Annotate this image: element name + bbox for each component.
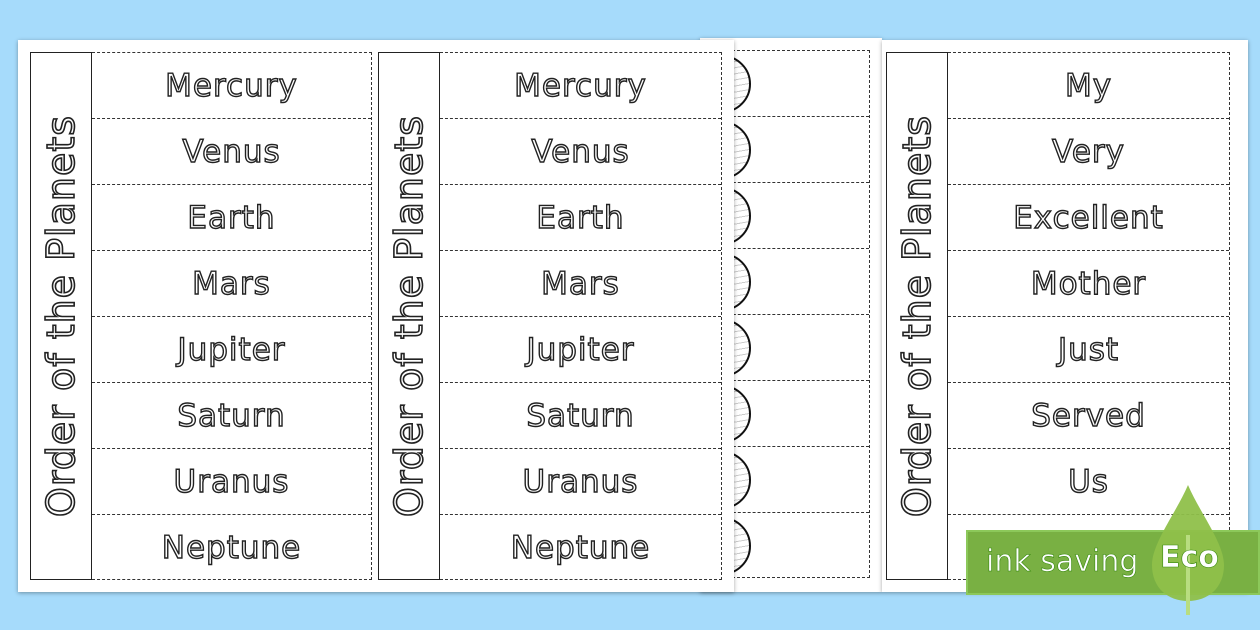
- eco-leaf-icon: [1152, 485, 1224, 615]
- mnemonic-cell: My: [948, 53, 1229, 119]
- title-strip: Order of the Planets: [378, 52, 440, 580]
- planet-cell: Venus: [440, 119, 721, 185]
- planet-picture: [723, 381, 869, 447]
- planet-cell: Jupiter: [440, 317, 721, 383]
- planet-cell: Uranus: [440, 449, 721, 515]
- planet-cell: Mars: [440, 251, 721, 317]
- planet-picture: [723, 315, 869, 381]
- planet-cell: Mars: [92, 251, 371, 317]
- planet-cell: Neptune: [510, 529, 651, 566]
- planet-cell: Earth: [92, 185, 371, 251]
- planet-picture: [723, 249, 869, 315]
- planet-picture: [723, 513, 869, 579]
- mnemonic-cell: Just: [948, 317, 1229, 383]
- planet-cell: Jupiter: [92, 317, 371, 383]
- planet-cell: Earth: [440, 185, 721, 251]
- planet-cell: Uranus: [92, 449, 371, 515]
- planet-picture: [723, 447, 869, 513]
- mnemonic-cells: My Very Excellent Mother Just Served Us: [948, 52, 1230, 580]
- planet-cells: Mercury Venus Earth Mars Jupiter Saturn …: [92, 52, 372, 580]
- worksheet-page-front: Order of the Planets Mercury Venus Earth…: [18, 40, 734, 592]
- planet-cell: Venus: [92, 119, 371, 185]
- mnemonic-cell: Us: [948, 449, 1229, 515]
- strip-title: Order of the Planets: [386, 114, 432, 518]
- title-strip: Order of the Planets: [30, 52, 92, 580]
- mnemonic-cell: Mother: [948, 251, 1229, 317]
- planet-cells: Mercury Venus Earth Mars Jupiter Saturn …: [440, 52, 722, 580]
- planet-cell: Neptune: [161, 529, 302, 566]
- planet-cell: Mercury: [92, 53, 371, 119]
- planet-cell: Saturn: [92, 383, 371, 449]
- worksheet-page-mnemonic: Order of the Planets My Very Excellent M…: [882, 40, 1248, 592]
- planet-cell: Mercury: [440, 53, 721, 119]
- strip-title: Order of the Planets: [894, 114, 940, 518]
- eco-label: Eco: [1160, 540, 1219, 576]
- planet-picture: [723, 51, 869, 117]
- mnemonic-cell: Served: [948, 383, 1229, 449]
- mnemonic-cell: Very: [948, 119, 1229, 185]
- planet-cell: Saturn: [440, 383, 721, 449]
- planet-pictures-column: [722, 50, 870, 578]
- planet-picture: [723, 117, 869, 183]
- strip-title: Order of the Planets: [38, 114, 84, 518]
- title-strip: Order of the Planets: [886, 52, 948, 580]
- ink-saving-text: ink saving: [986, 544, 1139, 580]
- mnemonic-cell: Excellent: [948, 185, 1229, 251]
- planet-picture: [723, 183, 869, 249]
